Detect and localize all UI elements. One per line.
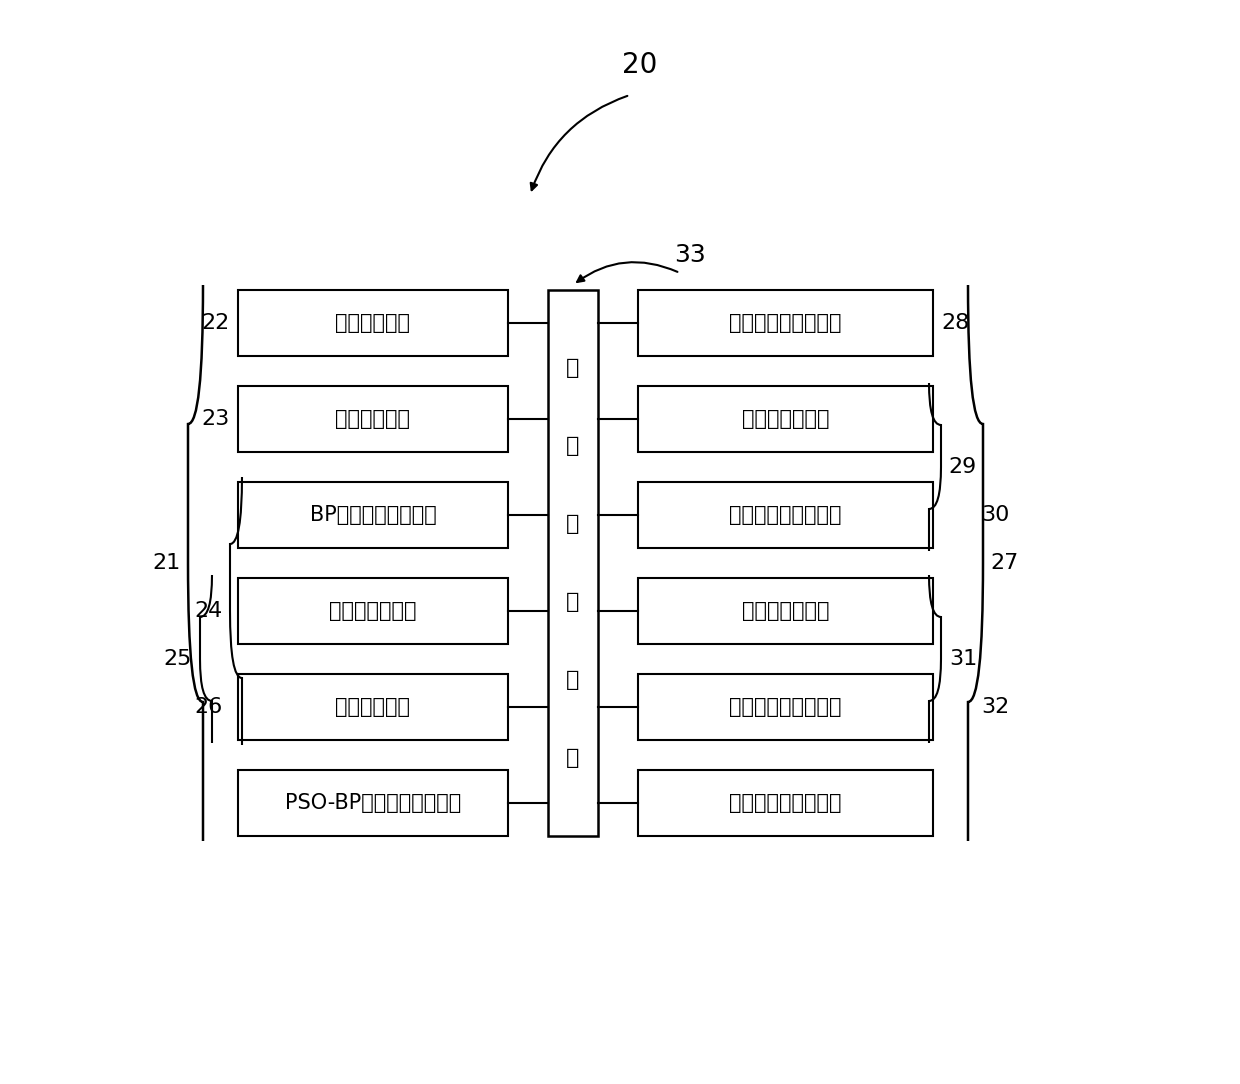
Bar (639, 291, 932, 356)
Bar (238, 674, 508, 740)
Text: 20: 20 (622, 51, 657, 79)
Text: 27: 27 (991, 553, 1019, 573)
Text: 第一诊断结果生成部: 第一诊断结果生成部 (729, 313, 842, 333)
Text: 21: 21 (151, 553, 180, 573)
Text: 最终诊断模型构建部: 最终诊断模型构建部 (729, 697, 842, 717)
Text: 33: 33 (675, 243, 706, 267)
Bar (639, 770, 932, 836)
Bar (548, 291, 598, 836)
Text: 部: 部 (567, 748, 579, 767)
Bar (639, 578, 932, 644)
Text: 28: 28 (941, 313, 970, 333)
Text: 30: 30 (981, 505, 1009, 525)
Text: 诊: 诊 (567, 358, 579, 378)
Bar (639, 482, 932, 549)
Text: 诊断側通信部: 诊断側通信部 (336, 313, 410, 333)
Text: 29: 29 (949, 457, 977, 477)
Text: 故障诊断结果生成部: 故障诊断结果生成部 (729, 793, 842, 813)
Text: 23: 23 (202, 409, 229, 429)
Bar (238, 770, 508, 836)
Bar (238, 578, 508, 644)
Bar (639, 674, 932, 740)
Text: 22: 22 (202, 313, 229, 333)
Text: 初步诊断模型构建部: 初步诊断模型构建部 (729, 505, 842, 525)
Text: 26: 26 (193, 697, 222, 717)
Text: 25: 25 (164, 649, 192, 669)
Text: 粒子位置更新部: 粒子位置更新部 (742, 409, 830, 429)
Text: 粒子初始化部: 粒子初始化部 (336, 697, 410, 717)
Text: 管理用储存部: 管理用储存部 (336, 409, 410, 429)
Bar (639, 386, 932, 452)
Text: 断: 断 (567, 436, 579, 456)
Text: PSO-BP故障诊断器构建部: PSO-BP故障诊断器构建部 (285, 793, 461, 813)
Text: BP故障诊断器构建部: BP故障诊断器构建部 (310, 505, 436, 525)
Text: 最优粒子龜选部: 最优粒子龜选部 (742, 601, 830, 621)
Text: 側: 側 (567, 514, 579, 534)
Bar (238, 291, 508, 356)
Text: 制: 制 (567, 670, 579, 691)
Bar (238, 482, 508, 549)
Text: 24: 24 (193, 601, 222, 621)
Text: 31: 31 (949, 649, 977, 669)
Text: 控: 控 (567, 592, 579, 612)
Text: 32: 32 (981, 697, 1009, 717)
Text: 粒子维度确定部: 粒子维度确定部 (330, 601, 417, 621)
Bar (238, 386, 508, 452)
